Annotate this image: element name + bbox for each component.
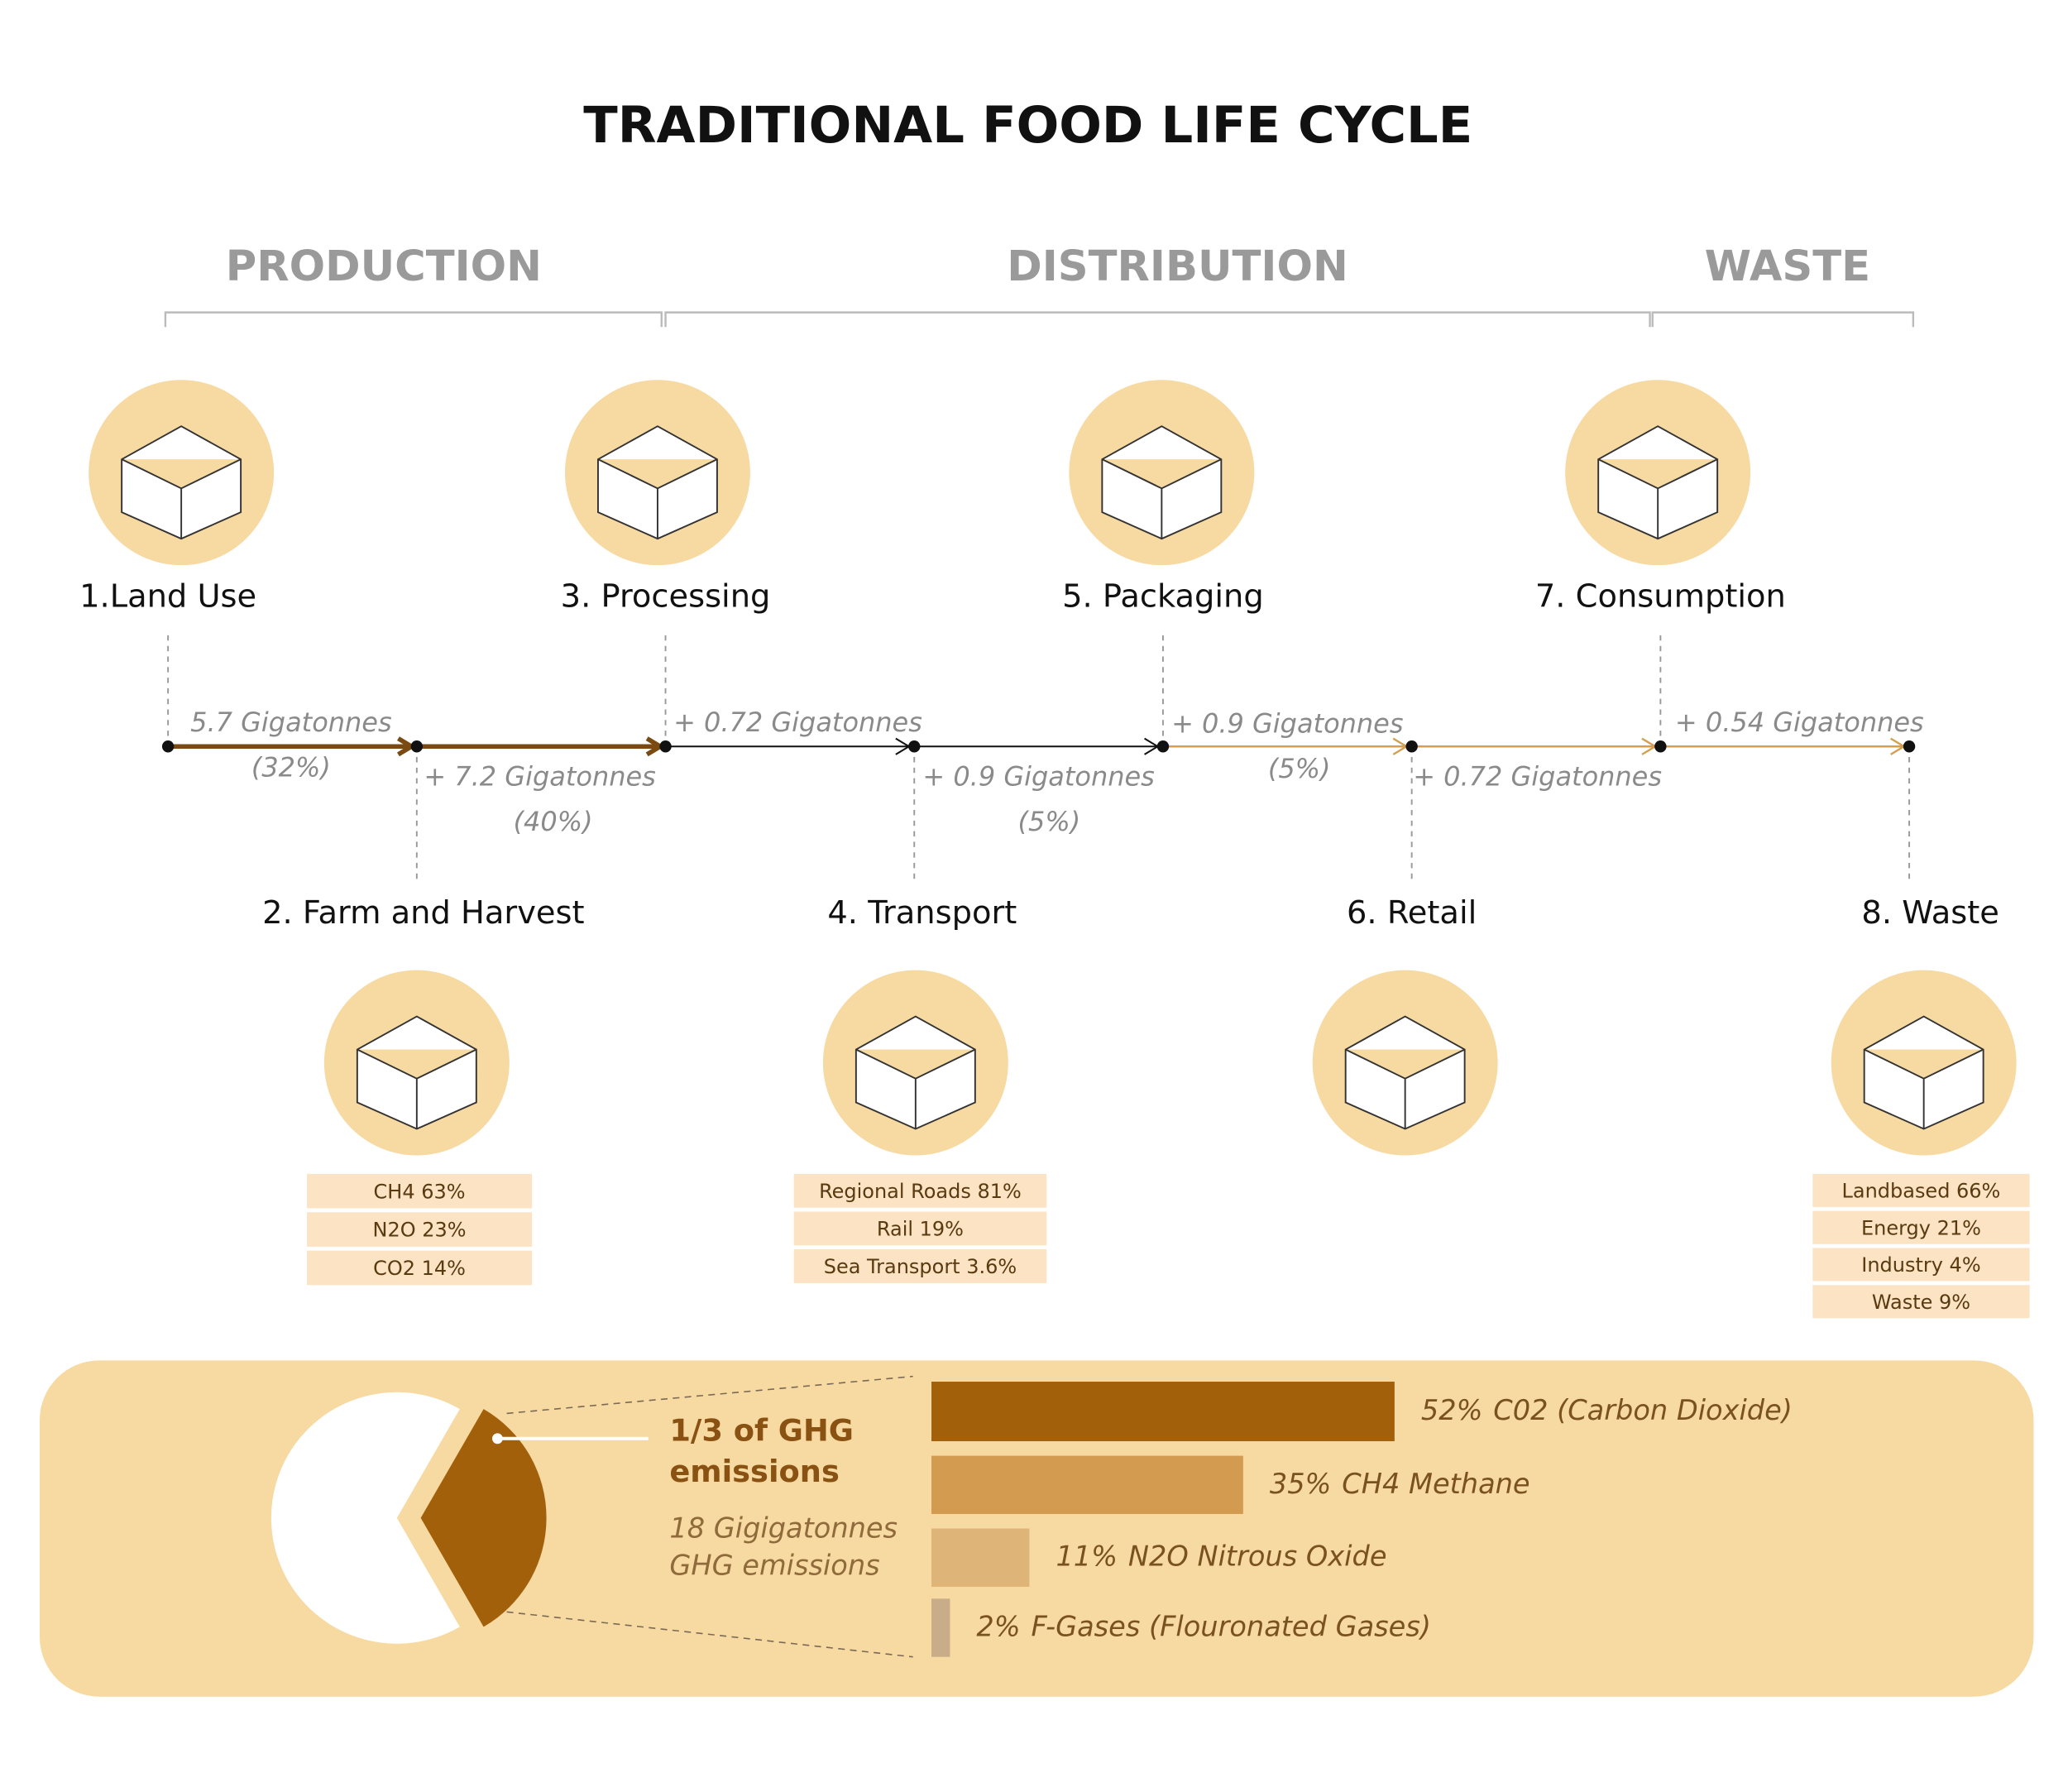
timeline-dot [1903, 740, 1916, 753]
breakdown-row [793, 1173, 1047, 1208]
breakdown-label: Sea Transport 3.6% [824, 1255, 1017, 1278]
breakdown-row [793, 1211, 1047, 1246]
flow-share: (32%) [251, 751, 331, 783]
gas-percent: 52% [1421, 1394, 1483, 1426]
stage-label: 8. Waste [1861, 894, 1999, 932]
timeline-dot [410, 740, 424, 753]
zoom-line [506, 1375, 913, 1415]
note: 18 Gigigatonnes [669, 1512, 898, 1545]
timeline-dot [908, 740, 921, 753]
gas-name: F-Gases (Flouronated Gases) [1031, 1610, 1430, 1642]
gas-percent: 35% [1270, 1467, 1332, 1499]
flow-amount: + 0.9 Gigatonnes [922, 761, 1154, 793]
stage-label: 3. Processing [561, 578, 771, 616]
breakdown-label: Energy 21% [1861, 1216, 1981, 1239]
breakdown-label: CH4 63% [374, 1180, 466, 1203]
breakdown-label: N2O 23% [373, 1219, 467, 1242]
zoom-line [506, 1611, 913, 1658]
gas-percent: 2% [976, 1610, 1020, 1642]
stage-label: 7. Consumption [1535, 578, 1786, 616]
stage-icon [356, 1015, 477, 1130]
title: TRADITIONAL FOOD LIFE CYCLE [583, 97, 1472, 155]
flow-amount: + 7.2 Gigatonnes [424, 761, 655, 793]
timeline-dot [1156, 740, 1170, 753]
flow-share: (40%) [514, 806, 593, 837]
pie-rest [270, 1392, 460, 1644]
gas-label: 11% N2O Nitrous Oxide [1056, 1540, 1386, 1572]
headline: emissions [669, 1454, 840, 1489]
timeline-dot [659, 740, 672, 753]
breakdown-label: Landbased 66% [1842, 1179, 2001, 1202]
breakdown-label: Rail 19% [877, 1217, 964, 1240]
breakdown-row [793, 1249, 1047, 1283]
stage-icon [597, 425, 718, 540]
breakdown-row [307, 1212, 532, 1247]
flow-amount: + 0.72 Gigatonnes [1413, 761, 1662, 793]
flow-amount: 5.7 Gigatonnes [190, 707, 391, 738]
stage-icon [121, 425, 242, 540]
stage-label: 2. Farm and Harvest [262, 894, 584, 932]
stage-icon [854, 1015, 976, 1130]
timeline-dot [1405, 740, 1418, 753]
stage-label: 5. Packaging [1062, 578, 1264, 616]
gas-bar [931, 1528, 1030, 1587]
breakdown-row [307, 1250, 532, 1286]
gas-bar [931, 1455, 1243, 1514]
breakdown-row [1812, 1210, 2030, 1244]
phase-bracket [164, 311, 663, 328]
breakdown-label: Regional Roads 81% [819, 1180, 1022, 1203]
gas-name: N2O Nitrous Oxide [1128, 1540, 1387, 1572]
stage-icon [1597, 425, 1719, 540]
stage-label: 4. Transport [827, 894, 1017, 932]
phase-bracket [664, 311, 1651, 328]
gas-name: CH4 Methane [1342, 1467, 1529, 1499]
breakdown-row [1812, 1248, 2030, 1282]
leader-dot [492, 1433, 503, 1445]
stage-icon [1101, 425, 1223, 540]
gas-bar [931, 1598, 950, 1657]
timeline-dot [161, 740, 175, 753]
flow-amount: + 0.54 Gigatonnes [1675, 707, 1924, 738]
headline: 1/3 of GHG [669, 1412, 854, 1448]
breakdown-label: Waste 9% [1872, 1291, 1970, 1314]
flow-amount: + 0.9 Gigatonnes [1171, 708, 1403, 740]
breakdown-row [1812, 1173, 2030, 1207]
breakdown-row [1812, 1285, 2030, 1319]
gas-label: 2% F-Gases (Flouronated Gases) [976, 1610, 1431, 1642]
gas-percent: 11% [1056, 1540, 1118, 1572]
note: GHG emissions [669, 1549, 879, 1581]
stage-label: 6. Retail [1347, 894, 1477, 932]
stage-icon [1344, 1015, 1466, 1130]
gas-bar [931, 1382, 1395, 1441]
summary-panel [39, 1360, 2034, 1697]
timeline-dot [1654, 740, 1667, 753]
flow-share: (5%) [1018, 806, 1081, 837]
breakdown-label: Industry 4% [1861, 1253, 1980, 1277]
flow-share: (5%) [1268, 753, 1331, 784]
breakdown-row [307, 1173, 532, 1209]
gas-name: C02 (Carbon Dioxide) [1493, 1394, 1793, 1426]
flow-amount: + 0.72 Gigatonnes [673, 707, 922, 738]
phase-label: DISTRIBUTION [1007, 242, 1348, 291]
phase-label: WASTE [1705, 242, 1870, 291]
breakdown-label: CO2 14% [373, 1257, 466, 1280]
gas-label: 35% CH4 Methane [1270, 1467, 1530, 1499]
phase-label: PRODUCTION [226, 242, 542, 291]
gas-label: 52% C02 (Carbon Dioxide) [1421, 1394, 1793, 1426]
pie-slice [420, 1409, 547, 1627]
stage-icon [1863, 1015, 1984, 1130]
phase-bracket [1651, 311, 1915, 328]
stage-label: 1.Land Use [79, 578, 256, 616]
